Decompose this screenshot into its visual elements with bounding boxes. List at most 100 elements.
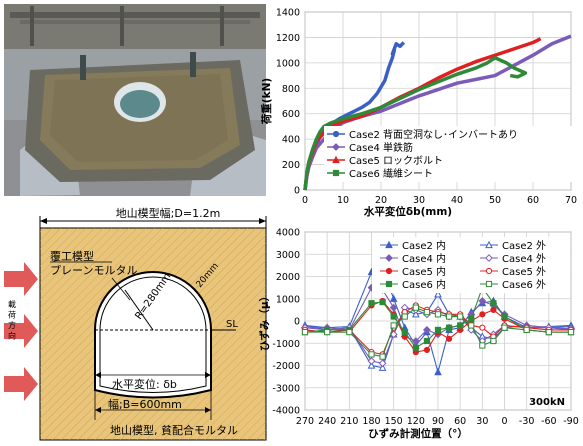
- legend-label: Case2 外: [502, 240, 546, 252]
- tunnel-model-diagram: 地山模型幅;D=1.2m R=280mm 20mm SL 覆工模型 プレーンモル…: [4, 206, 267, 441]
- x-tick-label: 0: [501, 416, 507, 427]
- data-point: [501, 324, 508, 331]
- legend-marker: [332, 143, 340, 151]
- legend-label: Case4 外: [502, 253, 546, 265]
- load-direction-label: 載 荷 方 向: [8, 299, 17, 340]
- lining-material-label: プレーンモルタル: [50, 264, 137, 277]
- data-point: [445, 313, 453, 320]
- springline-label: SL: [226, 319, 238, 330]
- y-tick-label: 1000: [276, 58, 300, 69]
- y-tick-label: 800: [282, 84, 300, 95]
- data-point: [324, 329, 331, 336]
- legend-label: Case5 内: [402, 265, 446, 278]
- y-axis-label: ひずみ（μ）: [258, 291, 271, 351]
- data-point: [468, 322, 475, 329]
- y-axis-label: 荷重(kN): [260, 78, 273, 125]
- data-point: [479, 311, 486, 318]
- data-point: [401, 329, 408, 336]
- y-tick-label: -4000: [272, 406, 300, 417]
- data-point: [389, 303, 398, 312]
- y-tick-label: 0: [294, 186, 300, 197]
- legend-box: [324, 126, 572, 182]
- x-tick-label: 10: [337, 195, 349, 206]
- data-point: [390, 322, 397, 329]
- x-tick-label: 60: [454, 416, 466, 427]
- x-tick-label: 50: [489, 195, 501, 206]
- data-point: [423, 337, 431, 345]
- legend-label: Case4 単鉄筋: [349, 141, 413, 154]
- ground-width-label: 地山模型幅;D=1.2m: [116, 206, 221, 220]
- legend-marker: [385, 267, 393, 275]
- y-tick-label: 400: [282, 135, 300, 146]
- data-point: [434, 311, 442, 318]
- x-tick-label: 30: [476, 416, 488, 427]
- load-arrow-icon: [4, 262, 38, 401]
- y-tick-label: 1000: [276, 294, 300, 305]
- legend-label: Case4 内: [402, 252, 446, 265]
- legend-marker: [485, 254, 493, 262]
- data-point: [378, 363, 387, 371]
- x-axis-label: 水平変位δb(mm): [363, 205, 452, 218]
- x-tick-label: 240: [318, 416, 336, 427]
- data-point: [501, 313, 508, 320]
- data-point: [468, 315, 475, 322]
- data-point: [478, 297, 487, 305]
- legend-label: Case2 背面空洞なし･インバートあり: [349, 128, 518, 141]
- data-point: [457, 313, 464, 320]
- y-tick-label: 600: [282, 109, 300, 120]
- legend-marker: [332, 155, 340, 164]
- data-point: [434, 367, 442, 376]
- x-tick-label: 270: [296, 416, 314, 427]
- data-point: [379, 353, 386, 360]
- data-point: [545, 329, 552, 336]
- data-point: [445, 335, 453, 342]
- lining-label: 覆工模型: [50, 249, 94, 263]
- data-point: [457, 322, 464, 329]
- ground-material-label: 地山模型, 貧配合モルタル: [110, 423, 238, 437]
- data-point: [379, 298, 386, 306]
- y-tick-label: -2000: [272, 361, 300, 372]
- y-tick-label: 4000: [276, 228, 300, 239]
- data-point: [301, 329, 309, 336]
- data-point: [445, 324, 453, 331]
- legend-label: Case6 内: [402, 278, 446, 291]
- legend-label: Case2 内: [402, 239, 446, 252]
- data-point: [567, 329, 575, 336]
- y-tick-label: 0: [294, 317, 300, 328]
- y-tick-label: 2000: [276, 272, 300, 283]
- data-point: [378, 359, 387, 368]
- data-point: [412, 344, 419, 351]
- x-tick-label: 180: [362, 416, 380, 427]
- legend-marker: [385, 280, 393, 288]
- y-tick-label: -1000: [272, 339, 300, 350]
- data-point: [490, 300, 497, 307]
- data-point: [368, 300, 375, 307]
- test-apparatus-photo: [4, 4, 266, 196]
- x-tick-label: 0: [302, 195, 308, 206]
- data-point: [523, 326, 530, 333]
- data-point: [434, 326, 442, 333]
- legend-marker: [485, 240, 493, 249]
- data-point: [490, 306, 497, 313]
- legend-box: [372, 237, 570, 293]
- x-tick-label: 90: [432, 416, 444, 427]
- legend-label: Case5 外: [502, 266, 546, 278]
- x-tick-label: 20: [375, 195, 387, 206]
- legend-marker: [385, 254, 393, 262]
- legend-label: Case6 繊維シート: [349, 167, 433, 180]
- legend-marker: [385, 240, 393, 249]
- tunnel-width-label: 幅;B=600mm: [108, 398, 182, 411]
- x-tick-label: 40: [451, 195, 463, 206]
- x-tick-label: 120: [407, 416, 425, 427]
- legend-marker: [332, 169, 340, 177]
- x-tick-label: -60: [541, 416, 557, 427]
- data-point: [411, 337, 420, 345]
- data-point: [346, 329, 353, 336]
- data-point: [367, 361, 376, 369]
- x-tick-label: 30: [413, 195, 425, 206]
- x-tick-label: 70: [565, 195, 577, 206]
- data-point: [423, 346, 431, 354]
- data-point: [412, 304, 419, 311]
- tunnel-lining: [94, 271, 212, 399]
- y-tick-label: 1200: [276, 33, 300, 44]
